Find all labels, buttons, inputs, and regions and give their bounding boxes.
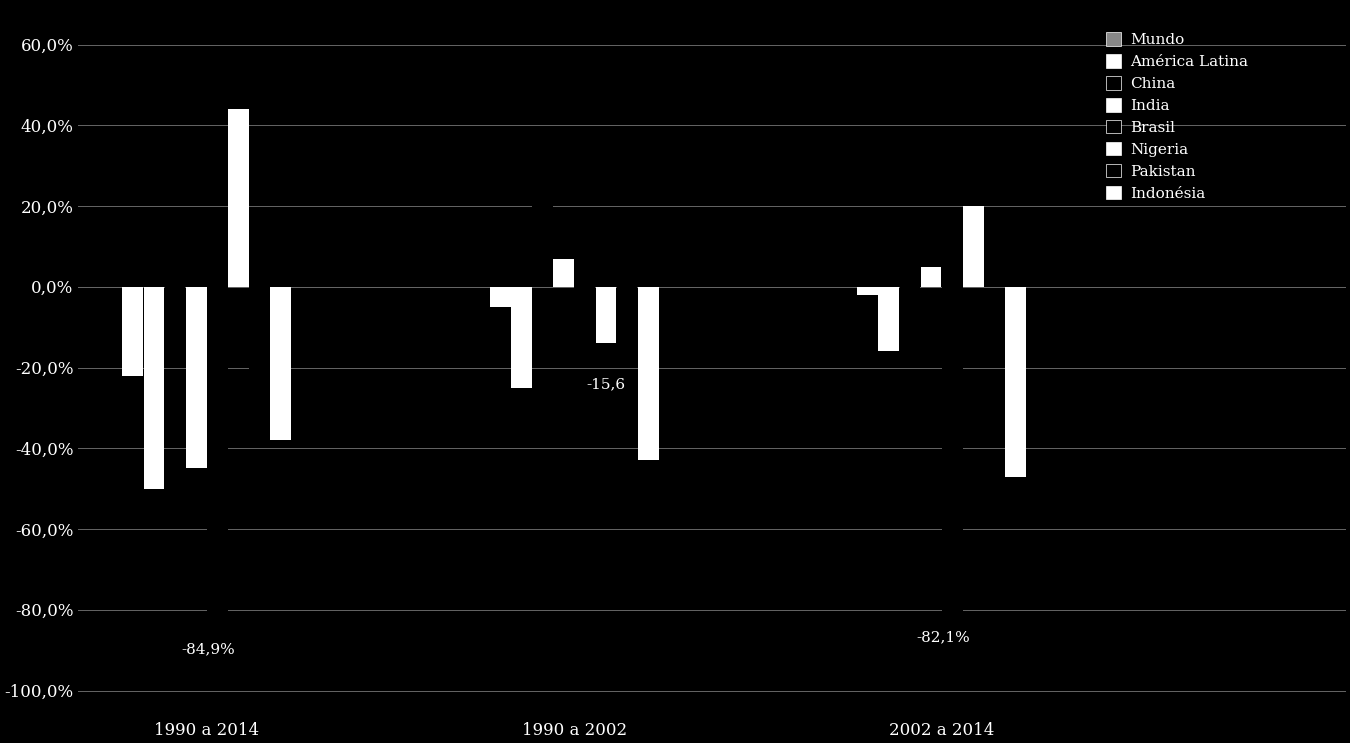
Bar — [595, 287, 616, 343]
Bar — [921, 267, 941, 287]
Bar — [228, 109, 248, 287]
Bar — [1006, 287, 1026, 476]
Bar — [574, 287, 595, 350]
Bar — [250, 287, 270, 440]
Bar — [490, 287, 510, 307]
Bar — [186, 287, 207, 469]
Bar — [123, 287, 143, 376]
Legend: Mundo, América Latina, China, India, Brasil, Nigeria, Pakistan, Indonésia: Mundo, América Latina, China, India, Bra… — [1100, 26, 1254, 207]
Bar — [554, 259, 574, 287]
Bar — [879, 287, 899, 351]
Bar — [207, 287, 228, 629]
Bar — [532, 206, 553, 287]
Bar — [270, 287, 292, 440]
Bar — [942, 287, 963, 618]
Bar — [143, 287, 165, 489]
Bar — [857, 287, 878, 295]
Bar — [963, 206, 984, 287]
Bar — [165, 287, 185, 335]
Bar — [637, 287, 659, 461]
Text: -15,6: -15,6 — [587, 377, 626, 392]
Bar — [512, 287, 532, 388]
Text: -82,1%: -82,1% — [917, 630, 969, 644]
Bar — [899, 287, 921, 349]
Bar — [984, 226, 1004, 287]
Bar — [617, 287, 637, 355]
Text: -84,9%: -84,9% — [181, 642, 235, 656]
